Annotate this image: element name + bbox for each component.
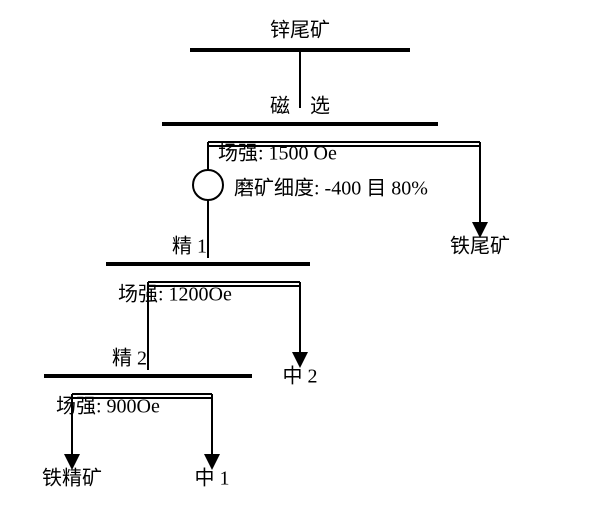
- step2-label: 精 1: [172, 235, 207, 258]
- step1-label-left: 磁: [270, 95, 290, 118]
- root-label: 锌尾矿: [270, 19, 330, 42]
- grinding-fineness: 磨矿细度: -400 目 80%: [234, 177, 428, 200]
- step1-label-right: 选: [310, 95, 330, 118]
- grinding-circle: [193, 170, 223, 200]
- output-mid-1: 中 1: [195, 467, 230, 490]
- output-mid-2: 中 2: [283, 365, 318, 388]
- step2-param: 场强: 1200Oe: [118, 283, 232, 306]
- output-iron-concentrate: 铁精矿: [42, 467, 102, 490]
- step3-label: 精 2: [112, 347, 147, 370]
- output-iron-tailings: 铁尾矿: [450, 235, 510, 258]
- step1-param: 场强: 1500 Oe: [218, 142, 337, 165]
